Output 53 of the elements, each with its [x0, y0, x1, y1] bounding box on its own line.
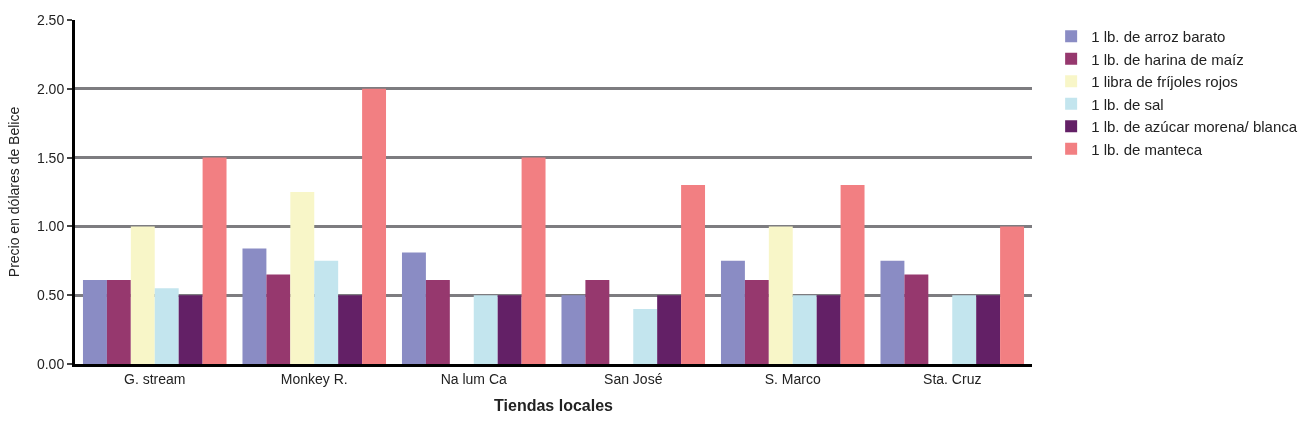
legend-label: 1 lb. de harina de maíz	[1091, 50, 1244, 68]
bar	[154, 288, 179, 364]
bar	[130, 226, 155, 364]
bar	[976, 295, 1001, 364]
bar	[425, 280, 450, 364]
legend-label: 1 lb. de arroz barato	[1091, 28, 1226, 46]
bar	[720, 260, 745, 364]
bar	[880, 260, 905, 364]
bar	[202, 157, 227, 364]
bar	[1000, 226, 1025, 364]
x-tick-label: Sta. Cruz	[923, 370, 982, 387]
y-axis-title: Precio en dólares de Belice	[5, 106, 22, 278]
y-tick-label: 1.00	[36, 218, 65, 235]
legend-label: 1 lb. de sal	[1091, 95, 1164, 113]
bar	[473, 295, 498, 364]
x-axis-title: Tiendas locales	[494, 397, 614, 415]
bar	[82, 280, 107, 364]
bar	[633, 308, 658, 364]
bar	[401, 252, 426, 364]
x-tick-label: San José	[604, 370, 663, 387]
x-tick-label: G. stream	[124, 370, 186, 387]
legend-label: 1 lb. de azúcar morena/ blanca	[1091, 118, 1298, 136]
y-tick-label: 2.50	[36, 11, 65, 28]
bar	[106, 280, 131, 364]
x-tick-label: Na lum Ca	[440, 370, 508, 387]
y-tick-label: 0.00	[36, 355, 65, 372]
legend-label: 1 lb. de manteca	[1091, 140, 1203, 158]
bar	[768, 226, 793, 364]
y-tick-label: 0.50	[36, 287, 65, 304]
y-tick-label: 1.50	[36, 149, 65, 166]
bar	[681, 185, 706, 364]
bar	[521, 157, 546, 364]
x-tick-label: Monkey R.	[280, 370, 348, 387]
bar	[585, 280, 610, 364]
bar	[840, 185, 865, 364]
legend-label: 1 libra de fríjoles rojos	[1091, 73, 1238, 91]
bar	[497, 295, 522, 364]
bar	[952, 295, 977, 364]
bar	[816, 295, 841, 364]
bar	[744, 280, 769, 364]
bar	[290, 192, 315, 364]
bar	[178, 295, 203, 364]
bar	[314, 260, 339, 364]
bar	[561, 295, 586, 364]
bar	[362, 88, 387, 364]
bar	[904, 274, 929, 364]
x-tick-label: S. Marco	[764, 370, 821, 387]
bar	[242, 248, 267, 364]
bar	[338, 295, 363, 364]
bar	[792, 295, 817, 364]
bar	[657, 295, 682, 364]
bar	[266, 274, 291, 364]
y-tick-label: 2.00	[36, 80, 65, 97]
